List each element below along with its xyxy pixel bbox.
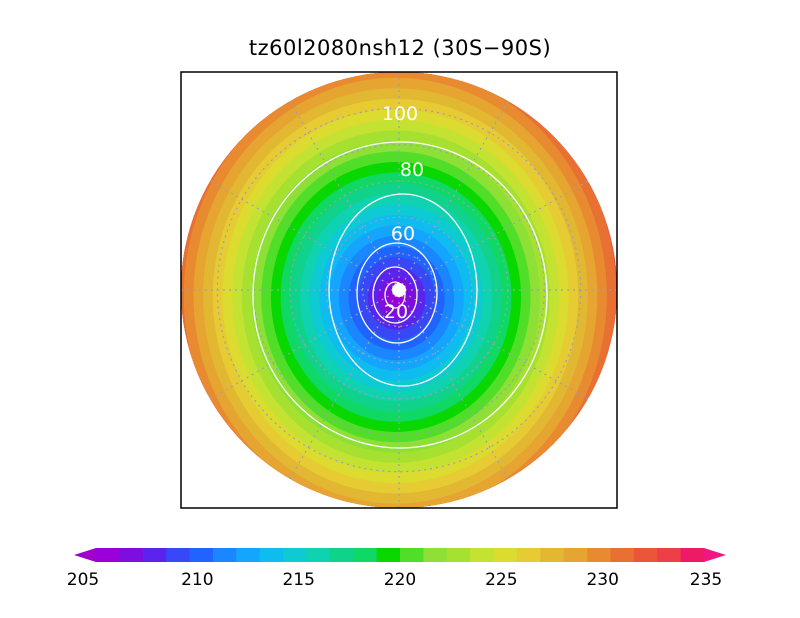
colorbar-tick-label: 205 bbox=[67, 570, 99, 590]
colorbar-swatch bbox=[142, 548, 167, 562]
colorbar-swatch bbox=[329, 548, 354, 562]
colorbar-swatch bbox=[259, 548, 284, 562]
colorbar-swatch bbox=[189, 548, 214, 562]
meridian-line bbox=[209, 180, 400, 291]
meridian-line bbox=[289, 289, 400, 480]
colorbar-swatch bbox=[657, 548, 682, 562]
colorbar-swatch bbox=[306, 548, 331, 562]
contour-line bbox=[356, 242, 438, 344]
colorbar-swatch bbox=[96, 548, 120, 562]
contour-line bbox=[328, 193, 478, 387]
colorbar-swatch bbox=[680, 548, 705, 562]
colorbar-swatch bbox=[540, 548, 565, 562]
colorbar-swatch bbox=[423, 548, 448, 562]
colorbar-swatch bbox=[119, 548, 144, 562]
colorbar-swatch bbox=[376, 548, 401, 562]
colorbar-tick-label: 230 bbox=[586, 570, 618, 590]
contour-label: 60 bbox=[391, 223, 415, 245]
colorbar-swatch bbox=[446, 548, 471, 562]
colorbar-swatch bbox=[470, 548, 495, 562]
map-frame bbox=[180, 71, 618, 509]
colorbar-swatch bbox=[610, 548, 635, 562]
lat-lon-grid bbox=[181, 72, 617, 508]
colorbar-swatch bbox=[283, 548, 307, 562]
meridian-line bbox=[398, 180, 589, 291]
colorbar-swatch bbox=[353, 548, 378, 562]
contour-label: 80 bbox=[400, 159, 424, 181]
colorbar-tick-label: 215 bbox=[282, 570, 314, 590]
colorbar-tick-label: 210 bbox=[181, 570, 213, 590]
colorbar-extend-high bbox=[704, 548, 726, 562]
colorbar-swatch bbox=[563, 548, 588, 562]
meridian-line bbox=[398, 289, 589, 400]
colorbar-swatch bbox=[493, 548, 518, 562]
contour-label: 100 bbox=[382, 103, 418, 125]
contour-line bbox=[252, 141, 548, 449]
colorbar-extend-low bbox=[74, 548, 96, 562]
meridian-line bbox=[398, 100, 509, 291]
meridian-line bbox=[289, 100, 400, 291]
colorbar-swatch bbox=[400, 548, 424, 562]
colorbar-swatch bbox=[633, 548, 658, 562]
pole-marker bbox=[392, 283, 406, 297]
colorbar-swatch bbox=[212, 548, 237, 562]
colorbar-tick-label: 235 bbox=[690, 570, 722, 590]
contour-lines bbox=[252, 141, 548, 449]
colorbar-swatch bbox=[587, 548, 611, 562]
colorbar-tick-label: 220 bbox=[384, 570, 416, 590]
colorbar-tick-label: 225 bbox=[485, 570, 517, 590]
meridian-line bbox=[209, 289, 400, 400]
meridian-line bbox=[398, 289, 509, 480]
contour-label: 20 bbox=[384, 301, 408, 323]
colorbar-swatch bbox=[166, 548, 191, 562]
contour-line bbox=[384, 281, 406, 309]
chart-title: tz60l2080nsh12 (30S−90S) bbox=[248, 36, 552, 60]
contour-labels: 100 80 60 20 bbox=[382, 103, 424, 323]
colorbar-swatch bbox=[236, 548, 261, 562]
contour-line bbox=[372, 266, 418, 324]
colorbar-swatch bbox=[516, 548, 541, 562]
